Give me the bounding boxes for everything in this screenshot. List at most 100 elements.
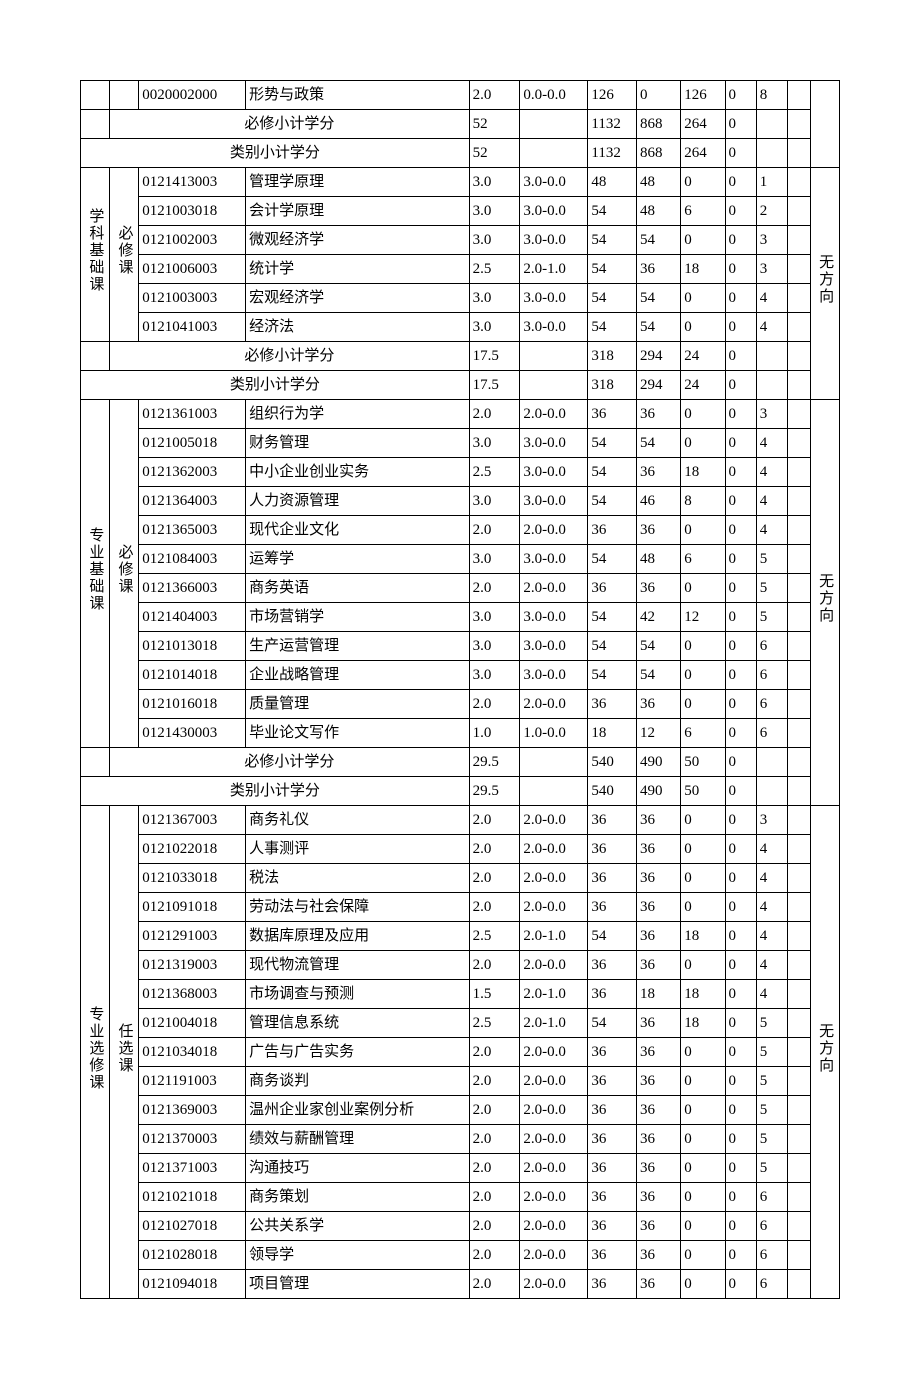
term: 4 [756, 516, 787, 545]
subcategory-cell: 任选课 [110, 806, 139, 1299]
course-name: 商务策划 [246, 1183, 469, 1212]
course-code: 0121002003 [139, 226, 246, 255]
hours-a: 36 [636, 458, 680, 487]
hours-a: 54 [636, 661, 680, 690]
table-row: 0121027018公共关系学2.02.0-0.03636006 [81, 1212, 840, 1241]
extra [788, 893, 811, 922]
credit: 3.0 [469, 661, 520, 690]
range: 3.0-0.0 [520, 632, 588, 661]
subtotal-credit: 52 [469, 139, 520, 168]
credit: 3.0 [469, 284, 520, 313]
course-name: 生产运营管理 [246, 632, 469, 661]
category-subtotal-row: 类别小计学分29.5540490500 [81, 777, 840, 806]
range: 2.0-0.0 [520, 806, 588, 835]
credit: 3.0 [469, 632, 520, 661]
extra [788, 458, 811, 487]
hours-a: 54 [636, 313, 680, 342]
term: 4 [756, 487, 787, 516]
credit: 2.0 [469, 1212, 520, 1241]
course-name: 温州企业家创业案例分析 [246, 1096, 469, 1125]
term: 3 [756, 226, 787, 255]
extra [788, 632, 811, 661]
credit: 2.0 [469, 1125, 520, 1154]
hours-total: 54 [588, 545, 637, 574]
extra [788, 255, 811, 284]
term: 6 [756, 1270, 787, 1299]
course-code: 0121367003 [139, 806, 246, 835]
hours-a: 36 [636, 1038, 680, 1067]
term: 4 [756, 284, 787, 313]
range: 0.0-0.0 [520, 81, 588, 110]
course-name: 企业战略管理 [246, 661, 469, 690]
range: 2.0-0.0 [520, 1241, 588, 1270]
category-subtotal-row: 类别小计学分5211328682640 [81, 139, 840, 168]
table-row: 0121084003运筹学3.03.0-0.05448605 [81, 545, 840, 574]
extra [788, 1009, 811, 1038]
range: 2.0-0.0 [520, 864, 588, 893]
hours-c: 0 [725, 864, 756, 893]
hours-total: 54 [588, 226, 637, 255]
term: 8 [756, 81, 787, 110]
course-name: 商务礼仪 [246, 806, 469, 835]
course-name: 管理学原理 [246, 168, 469, 197]
credit: 2.0 [469, 951, 520, 980]
hours-total: 126 [588, 81, 637, 110]
hours-b: 0 [681, 806, 725, 835]
extra [788, 574, 811, 603]
hours-a: 48 [636, 197, 680, 226]
table-row: 0121094018项目管理2.02.0-0.03636006 [81, 1270, 840, 1299]
course-code: 0121013018 [139, 632, 246, 661]
credit: 2.0 [469, 516, 520, 545]
course-name: 劳动法与社会保障 [246, 893, 469, 922]
table-row: 0121005018财务管理3.03.0-0.05454004 [81, 429, 840, 458]
extra [788, 690, 811, 719]
hours-b: 18 [681, 1009, 725, 1038]
table-row: 0121371003沟通技巧2.02.0-0.03636005 [81, 1154, 840, 1183]
table-row: 0121364003人力资源管理3.03.0-0.05446804 [81, 487, 840, 516]
range: 3.0-0.0 [520, 545, 588, 574]
extra [788, 1067, 811, 1096]
subtotal-row: 必修小计学分29.5540490500 [81, 748, 840, 777]
credit: 3.0 [469, 429, 520, 458]
credit: 2.5 [469, 922, 520, 951]
hours-a: 36 [636, 516, 680, 545]
hours-a: 36 [636, 574, 680, 603]
table-row: 0121369003温州企业家创业案例分析2.02.0-0.03636005 [81, 1096, 840, 1125]
subcategory-cell [110, 81, 139, 110]
term: 4 [756, 893, 787, 922]
credit: 3.0 [469, 313, 520, 342]
hours-total: 36 [588, 893, 637, 922]
term: 3 [756, 255, 787, 284]
range: 3.0-0.0 [520, 661, 588, 690]
hours-b: 0 [681, 1096, 725, 1125]
course-name: 现代物流管理 [246, 951, 469, 980]
hours-total: 36 [588, 1067, 637, 1096]
course-code: 0121041003 [139, 313, 246, 342]
extra [788, 1125, 811, 1154]
course-name: 人力资源管理 [246, 487, 469, 516]
hours-c: 0 [725, 1067, 756, 1096]
range: 2.0-1.0 [520, 1009, 588, 1038]
range: 2.0-0.0 [520, 690, 588, 719]
course-name: 中小企业创业实务 [246, 458, 469, 487]
course-code: 0121365003 [139, 516, 246, 545]
hours-c: 0 [725, 690, 756, 719]
hours-total: 36 [588, 835, 637, 864]
term: 4 [756, 313, 787, 342]
course-name: 微观经济学 [246, 226, 469, 255]
course-code: 0121191003 [139, 1067, 246, 1096]
course-name: 绩效与薪酬管理 [246, 1125, 469, 1154]
range: 2.0-0.0 [520, 1270, 588, 1299]
hours-c: 0 [725, 168, 756, 197]
term: 4 [756, 835, 787, 864]
hours-c: 0 [725, 1009, 756, 1038]
term: 6 [756, 632, 787, 661]
hours-total: 48 [588, 168, 637, 197]
course-name: 组织行为学 [246, 400, 469, 429]
table-row: 0121319003现代物流管理2.02.0-0.03636004 [81, 951, 840, 980]
hours-b: 0 [681, 400, 725, 429]
subtotal-row: 必修小计学分5211328682640 [81, 110, 840, 139]
hours-total: 54 [588, 603, 637, 632]
credit: 2.0 [469, 1183, 520, 1212]
course-name: 项目管理 [246, 1270, 469, 1299]
